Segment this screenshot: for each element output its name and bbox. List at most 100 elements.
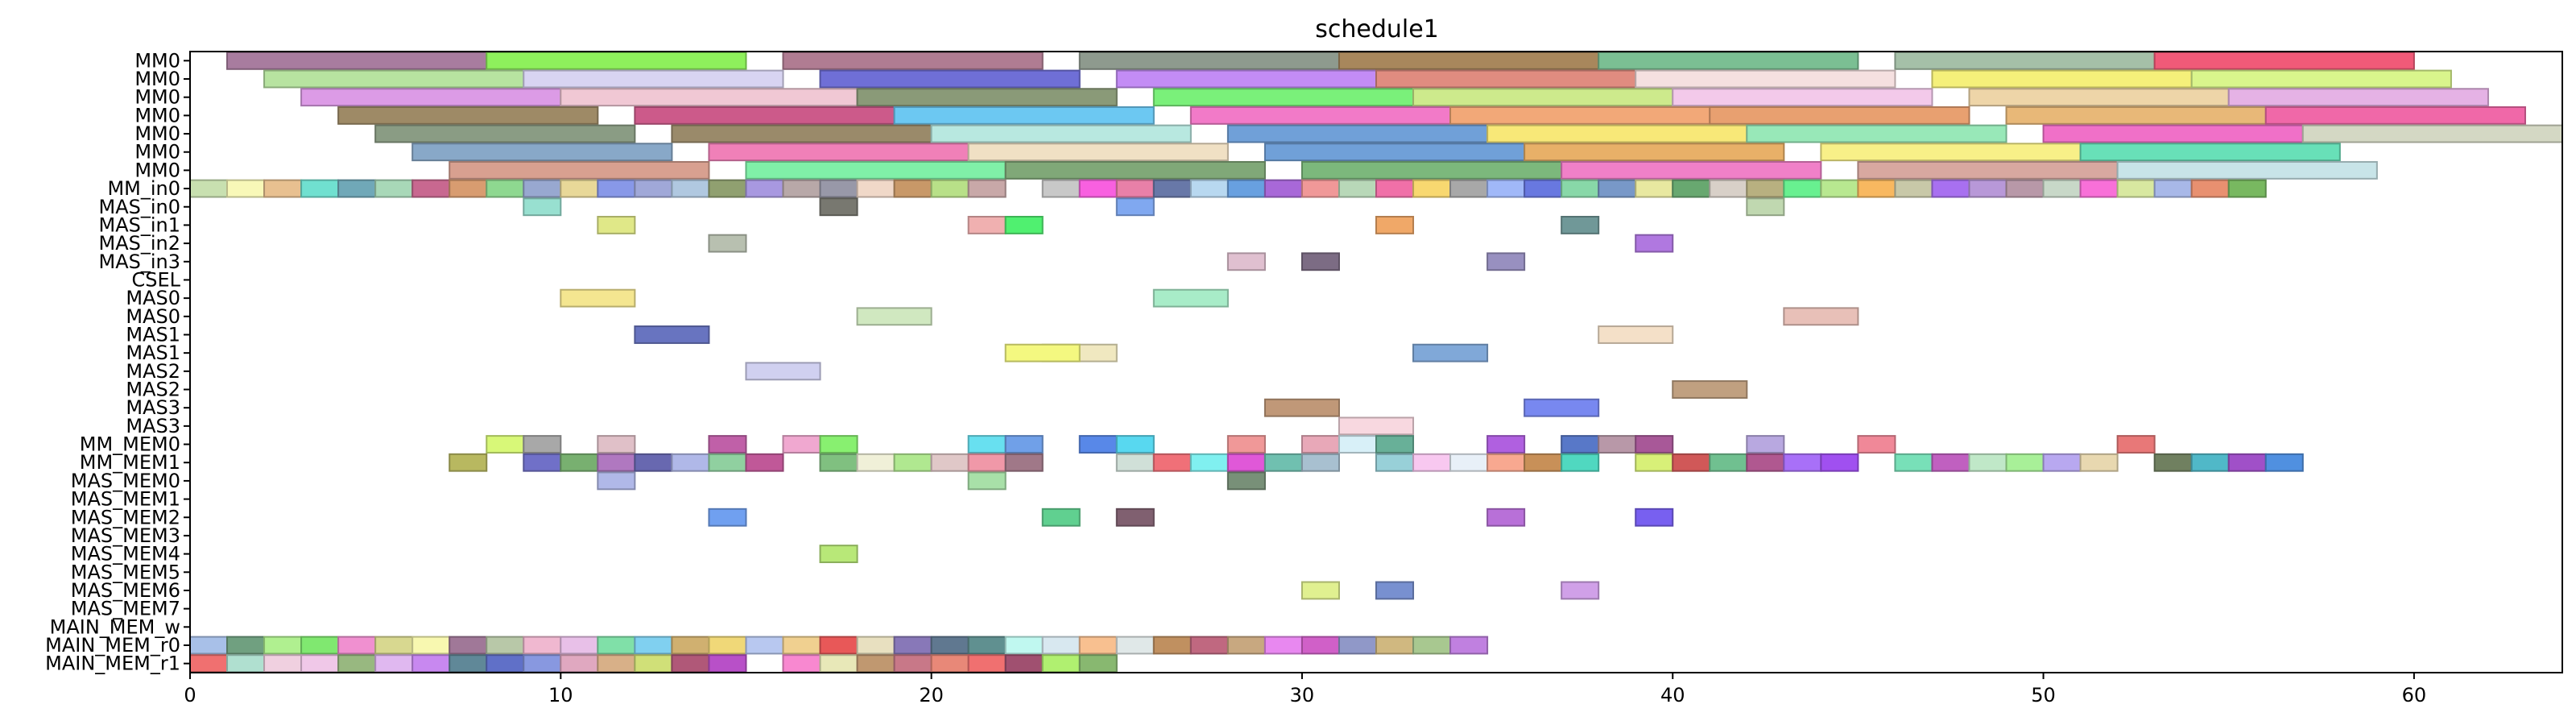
bar-mas-mem4-208	[819, 545, 858, 564]
bar-mm0-53	[2116, 160, 2378, 180]
bar-mm-in0-74	[930, 179, 970, 198]
bar-main-mem-r0-218	[411, 636, 451, 655]
bar-main-mem-r0-234	[1004, 636, 1044, 655]
y-tick-label: MAS_MEM2	[71, 506, 180, 528]
bar-main-mem-r1-250	[300, 654, 340, 673]
bar-mm-in0-103	[2042, 179, 2082, 198]
bar-mas-in2-118	[708, 234, 747, 253]
y-tick-label: MAS_MEM0	[71, 470, 180, 492]
bar-mas3-135	[1524, 398, 1600, 417]
bar-mm-in0-108	[2227, 179, 2267, 198]
bar-mm-in0-76	[1041, 179, 1081, 198]
bar-mm0-1	[486, 51, 747, 70]
bar-mm-mem1-193	[2005, 453, 2045, 472]
bar-mas2-133	[1672, 380, 1748, 399]
bar-mas1-131	[1412, 343, 1489, 362]
bar-mm-in0-67	[671, 179, 710, 198]
bar-main-mem-r1-255	[486, 654, 525, 673]
y-tick-label: CSEL	[131, 268, 180, 291]
bar-mm-mem0-157	[2116, 435, 2156, 454]
bar-main-mem-r0-227	[745, 636, 784, 655]
bar-mm-in0-79	[1152, 179, 1192, 198]
y-tick-label: MAS3	[126, 396, 180, 419]
bar-main-mem-r0-245	[1412, 636, 1452, 655]
bar-mm0-12	[1375, 69, 1637, 89]
bar-mm-in0-92	[1635, 179, 1674, 198]
bar-mm-in0-77	[1078, 179, 1118, 198]
bar-main-mem-r0-223	[597, 636, 636, 655]
bar-mm0-22	[1968, 88, 2230, 107]
bar-main-mem-r0-238	[1152, 636, 1192, 655]
bar-mm-in0-91	[1598, 179, 1637, 198]
bar-main-mem-r1-259	[634, 654, 673, 673]
bar-mm-mem0-156	[1857, 435, 1896, 454]
bar-mm0-41	[708, 143, 970, 162]
bar-mm0-13	[1635, 69, 1896, 89]
bar-mm-mem1-184	[1635, 453, 1674, 472]
bar-mm0-11	[1115, 69, 1377, 89]
y-tick-label: MAS1	[126, 323, 180, 346]
bar-main-mem-r0-214	[263, 636, 303, 655]
bar-mm-mem0-154	[1635, 435, 1674, 454]
y-tick-label: MM_MEM0	[80, 433, 180, 456]
bar-mm0-24	[337, 106, 599, 125]
bar-mm0-36	[1486, 124, 1748, 143]
bar-main-mem-r1-270	[1078, 654, 1118, 673]
y-tick-label: MAS1	[126, 342, 180, 364]
bar-mm-in0-60	[411, 179, 451, 198]
bar-mm-mem1-190	[1894, 453, 1933, 472]
bar-mm0-48	[745, 160, 1007, 180]
bar-mm-in0-70	[782, 179, 821, 198]
bar-mm-in0-107	[2190, 179, 2230, 198]
bar-mm-in0-89	[1524, 179, 1563, 198]
bar-mm0-35	[1226, 124, 1489, 143]
bar-mm-in0-93	[1672, 179, 1711, 198]
bar-mm-in0-83	[1300, 179, 1340, 198]
bar-mm0-32	[374, 124, 636, 143]
bar-main-mem-r0-220	[486, 636, 525, 655]
bar-mm-in0-56	[263, 179, 303, 198]
bar-mm0-10	[819, 69, 1081, 89]
bar-mm0-34	[930, 124, 1192, 143]
bar-mm-mem0-141	[782, 435, 821, 454]
bar-main-mem-r0-212	[189, 636, 229, 655]
y-axis-labels: MM0MM0MM0MM0MM0MM0MM0MM_in0MAS_in0MAS_in…	[45, 49, 190, 675]
bar-mm-mem0-139	[597, 435, 636, 454]
bar-mm0-30	[2005, 106, 2267, 125]
bar-mm0-40	[411, 143, 673, 162]
bar-mm-in0-90	[1561, 179, 1600, 198]
bar-mas-mem0-201	[967, 471, 1007, 491]
bar-mm0-45	[1820, 143, 2082, 162]
bar-mm0-18	[856, 88, 1118, 107]
y-tick-label: MM0	[134, 159, 180, 181]
bar-mas-in1-117	[1561, 215, 1600, 234]
bar-mas-mem2-204	[1041, 508, 1081, 527]
bar-mm0-19	[1152, 88, 1415, 107]
bar-main-mem-r1-266	[930, 654, 970, 673]
bar-mm-in0-72	[856, 179, 895, 198]
bar-mm-mem1-163	[671, 453, 710, 472]
bar-mm-in0-65	[597, 179, 636, 198]
bar-mas-mem2-206	[1486, 508, 1526, 527]
y-tick-label: MAS_MEM1	[71, 488, 180, 511]
bar-mas-in0-111	[1115, 197, 1155, 217]
bar-mm0-27	[1189, 106, 1452, 125]
bar-mm-mem1-185	[1672, 453, 1711, 472]
bar-main-mem-r1-263	[819, 654, 858, 673]
y-tick-label: MM0	[134, 141, 180, 164]
bar-mm0-25	[634, 106, 895, 125]
y-tick-label: MAS_in1	[98, 213, 180, 236]
bar-main-mem-r0-246	[1449, 636, 1489, 655]
bar-mm-mem0-152	[1561, 435, 1600, 454]
bar-main-mem-r0-239	[1189, 636, 1229, 655]
bar-main-mem-r1-268	[1004, 654, 1044, 673]
y-tick-label: MM0	[134, 49, 180, 72]
bar-main-mem-r1-257	[560, 654, 599, 673]
bar-main-mem-r0-226	[708, 636, 747, 655]
y-tick-label: MM0	[134, 86, 180, 109]
bar-mas-in0-112	[1746, 197, 1785, 217]
y-tick-label: MAS_MEM6	[71, 579, 180, 602]
bar-mm-mem1-178	[1375, 453, 1415, 472]
bar-mm-mem1-173	[1152, 453, 1192, 472]
x-tick-label: 40	[1660, 684, 1685, 706]
